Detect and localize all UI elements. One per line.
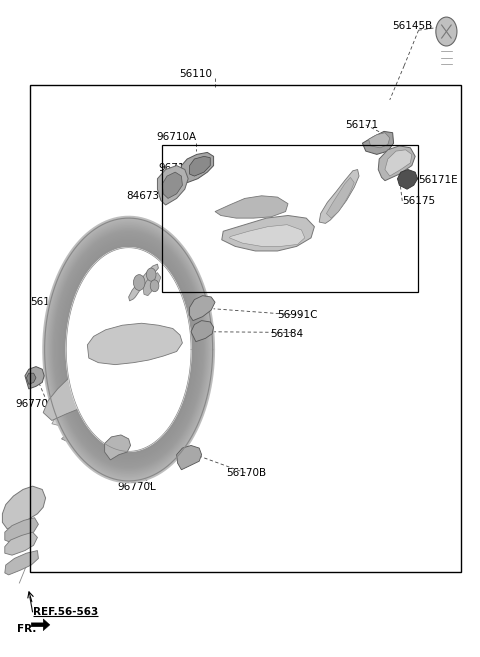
Polygon shape [52,363,151,427]
Polygon shape [326,177,354,218]
Text: 56991C: 56991C [277,310,318,321]
Polygon shape [378,146,415,181]
Text: 56111D: 56111D [30,297,71,307]
Polygon shape [105,435,131,460]
Text: REF.56-563: REF.56-563 [33,607,98,618]
Polygon shape [61,407,124,442]
Text: 84673B: 84673B [126,191,166,201]
Text: 56170B: 56170B [227,468,267,478]
Text: 56145B: 56145B [393,21,433,32]
Circle shape [436,17,457,46]
Polygon shape [162,172,182,198]
Text: 56171E: 56171E [419,175,458,185]
Text: 96710A: 96710A [156,131,197,142]
Circle shape [146,268,156,281]
Text: 96770L: 96770L [118,482,156,493]
Circle shape [133,275,145,290]
Polygon shape [87,323,182,365]
Polygon shape [5,551,38,575]
Polygon shape [143,273,161,296]
Text: 96710L: 96710L [234,202,273,212]
Polygon shape [26,373,36,384]
Polygon shape [31,619,50,631]
Polygon shape [2,486,46,529]
Polygon shape [129,264,158,301]
Polygon shape [319,170,359,223]
Polygon shape [25,367,44,389]
Text: 96710R: 96710R [158,163,199,173]
Polygon shape [222,215,314,251]
Text: 56184: 56184 [270,328,303,339]
Polygon shape [190,156,210,176]
Bar [30,85,461,572]
Polygon shape [215,196,288,218]
Polygon shape [66,248,191,451]
Text: 56175: 56175 [402,196,435,206]
Text: FR.: FR. [17,624,36,635]
Bar [162,145,418,292]
Polygon shape [385,150,412,176]
Polygon shape [177,445,202,470]
Polygon shape [43,348,169,420]
Polygon shape [369,133,390,148]
Polygon shape [157,166,188,205]
Text: 56110: 56110 [180,68,212,79]
Polygon shape [181,152,214,183]
Text: 96770R: 96770R [15,399,56,409]
Polygon shape [362,131,394,154]
Polygon shape [191,321,214,342]
Circle shape [150,280,159,292]
Polygon shape [190,296,215,321]
Polygon shape [229,225,305,246]
Text: 56171: 56171 [346,120,379,130]
Polygon shape [397,170,418,189]
Polygon shape [5,532,37,555]
Polygon shape [5,518,38,542]
